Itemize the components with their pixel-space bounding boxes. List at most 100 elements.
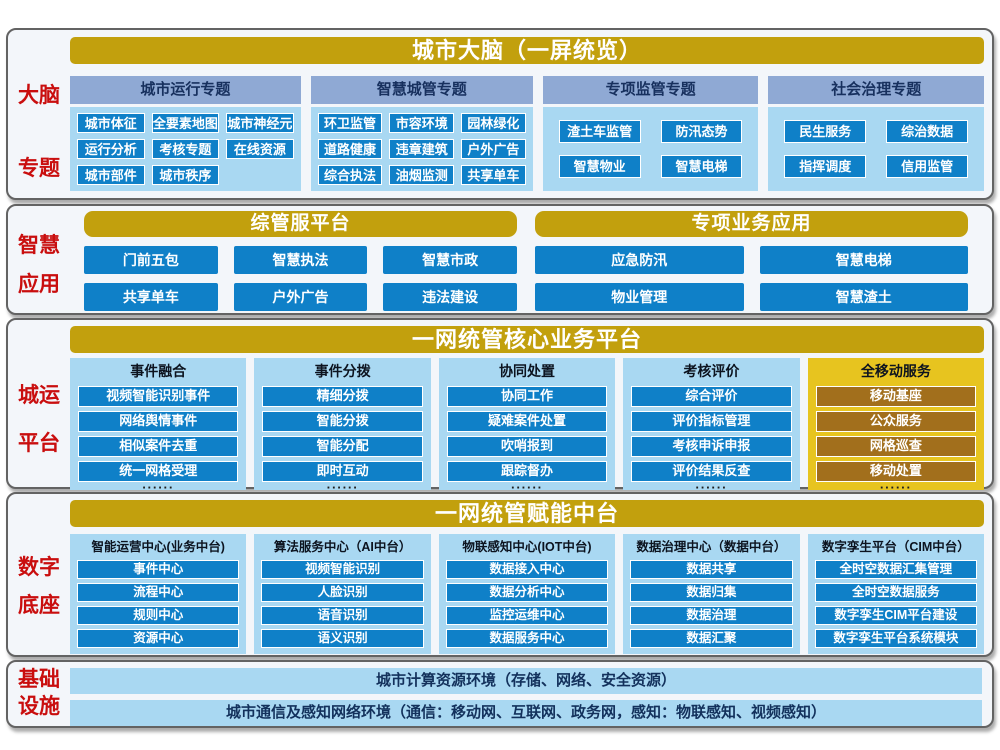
mid-item: 视频智能识别 [261,560,424,579]
mid-column-data-governance-center: 数据治理中心（数据中台） 数据共享 数据归集 数据治理 数据汇聚 [623,534,800,654]
app-chip: 智慧渣土 [759,283,968,311]
topic-chip: 全要素地图 [151,113,220,133]
mid-item: 语音识别 [261,606,424,625]
mid-item: 资源中心 [77,629,240,648]
brain-column-special-supervision: 专项监管专题 渣土车监管 防汛态势 智慧物业 智慧电梯 [542,76,759,191]
topic-chip: 园林绿化 [461,113,526,133]
app-chip: 应急防汛 [535,246,744,274]
mid-header-banner: 一网统管赋能中台 [70,500,984,527]
ellipsis-dots: ······ [326,480,359,495]
core-item: 吹哨报到 [446,436,608,457]
section-label-apps-line2: 应用 [18,273,60,296]
core-column-title: 事件融合 [130,363,187,379]
topic-chip: 智慧电梯 [660,155,743,178]
app-row: 应急防汛 智慧电梯 [535,246,968,274]
mid-column-operation-center: 智能运营中心(业务中台) 事件中心 流程中心 规则中心 资源中心 [70,534,247,654]
mid-item: 规则中心 [77,606,240,625]
mid-item: 数据分析中心 [445,583,609,602]
topic-chip: 城市体征 [77,113,145,133]
core-item: 公众服务 [815,411,977,432]
section-label-brain-line1: 大脑 [18,84,60,107]
mid-column-digital-twin-cim: 数字孪生平台（CIM中台） 全时空数据汇集管理 全时空数据服务 数字孪生CIM平… [807,534,985,654]
brain-column-smart-city-mgmt: 智慧城管专题 环卫监管 市容环境 园林绿化 道路健康 违章建筑 户外广告 综合执… [310,76,533,191]
section-core-business-platform: 城运 平台 一网统管核心业务平台 事件融合 视频智能识别事件 网络舆情事件 相似… [6,318,994,495]
topic-chip: 违章建筑 [389,139,455,159]
mid-item: 全时空数据服务 [814,583,978,602]
brain-column-body: 城市体征 全要素地图 城市神经元 运行分析 考核专题 在线资源 城市部件 城市秩… [70,107,301,191]
brain-column-title: 社会治理专题 [768,76,984,104]
core-item: 相似案件去重 [78,436,239,457]
app-row: 门前五包 智慧执法 智慧市政 [84,246,518,274]
brain-column-city-operation: 城市运行专题 城市体征 全要素地图 城市神经元 运行分析 考核专题 在线资源 城… [70,76,301,191]
core-item: 即时互动 [262,461,423,482]
topic-chip: 防汛态势 [660,120,743,143]
mid-item: 数据归集 [630,583,793,602]
section-label-mid-line2: 底座 [18,594,60,617]
core-column-collaborative-handling: 协同处置 协同工作 疑难案件处置 吹哨报到 跟踪督办 ······ [438,358,616,494]
section-label-apps-line1: 智慧 [18,234,60,257]
app-group-header: 综管服平台 [84,211,517,237]
mid-columns: 智能运营中心(业务中台) 事件中心 流程中心 规则中心 资源中心 算法服务中心（… [70,534,985,654]
core-header-banner: 一网统管核心业务平台 [70,326,984,353]
section-brain-topics: 大脑 专题 城市大脑（一屏统览） 城市运行专题 城市体征 全要素地图 城市神经元… [6,28,994,200]
mid-item: 数字孪生平台系统模块 [814,629,978,648]
section-label-brain-line2: 专题 [18,157,60,180]
core-item: 跟踪督办 [446,461,608,482]
topic-chip: 综治数据 [886,120,968,143]
core-item: 考核申诉申报 [631,436,792,457]
core-column-all-mobile-services: 全移动服务 移动基座 公众服务 网格巡查 移动处置 ······ [807,358,985,494]
core-item: 评价结果反查 [631,461,792,482]
brain-column-body: 民生服务 综治数据 指挥调度 信用监管 [768,107,984,191]
section-enabling-middle-platform: 数字 底座 一网统管赋能中台 智能运营中心(业务中台) 事件中心 流程中心 规则… [6,492,994,657]
topic-chip: 油烟监测 [389,165,455,185]
core-column-title: 事件分拨 [314,363,371,379]
ellipsis-dots: ······ [142,480,175,495]
mid-column-title: 智能运营中心(业务中台) [91,540,225,554]
topic-chip: 运行分析 [77,139,145,159]
core-item: 协同工作 [446,386,608,407]
mid-item: 数据接入中心 [445,560,609,579]
core-item: 移动处置 [815,461,977,482]
mid-item: 监控运维中心 [445,606,609,625]
core-column-event-fusion: 事件融合 视频智能识别事件 网络舆情事件 相似案件去重 统一网格受理 ·····… [70,358,247,495]
brain-column-social-governance: 社会治理专题 民生服务 综治数据 指挥调度 信用监管 [768,76,984,191]
app-group-header: 专项业务应用 [535,211,968,237]
topic-chip: 在线资源 [226,139,294,159]
topic-chip: 市容环境 [389,113,455,133]
mid-column-title: 算法服务中心（AI中台） [273,540,412,554]
app-row: 物业管理 智慧渣土 [535,283,968,311]
core-column-title: 协同处置 [499,363,556,379]
app-chip: 智慧电梯 [759,246,968,274]
ellipsis-dots: ······ [695,480,728,495]
topic-chip: 综合执法 [317,165,383,185]
topic-chip: 共享单车 [461,165,526,185]
mid-column-iot-center: 物联感知中心(IOT中台) 数据接入中心 数据分析中心 监控运维中心 数据服务中… [438,534,616,654]
mid-item: 数字孪生CIM平台建设 [814,606,978,625]
core-item: 视频智能识别事件 [78,386,239,407]
topic-chip: 渣土车监管 [558,120,641,143]
topic-chip: 智慧物业 [558,155,641,178]
mid-column-title: 数字孪生平台（CIM中台） [821,540,970,554]
mid-column-algorithm-center: 算法服务中心（AI中台） 视频智能识别 人脸识别 语音识别 语义识别 [254,534,431,654]
section-infrastructure: 基础 设施 城市计算资源环境（存储、网络、安全资源） 城市通信及感知网络环境（通… [6,660,994,728]
mid-item: 语义识别 [261,629,424,648]
core-column-title: 考核评价 [683,363,740,379]
brain-column-body: 环卫监管 市容环境 园林绿化 道路健康 违章建筑 户外广告 综合执法 油烟监测 … [310,107,533,191]
core-column-assessment-evaluation: 考核评价 综合评价 评价指标管理 考核申诉申报 评价结果反查 ······ [623,358,800,495]
topic-chip: 考核专题 [151,139,220,159]
core-item: 评价指标管理 [631,411,792,432]
section-label-mid-line1: 数字 [18,556,60,579]
topic-chip: 户外广告 [461,139,526,159]
topic-chip: 民生服务 [784,120,867,143]
topic-chip: 城市秩序 [151,165,220,185]
core-item: 精细分拨 [262,386,423,407]
app-chip: 违法建设 [383,283,518,311]
core-item: 智能分拨 [262,411,423,432]
core-item: 疑难案件处置 [446,411,608,432]
brain-column-title: 专项监管专题 [542,76,759,104]
core-item: 综合评价 [631,386,792,407]
infra-bar-computing-resources: 城市计算资源环境（存储、网络、安全资源） [70,668,982,694]
core-column-title: 全移动服务 [860,363,931,379]
brain-column-title: 智慧城管专题 [310,76,533,104]
